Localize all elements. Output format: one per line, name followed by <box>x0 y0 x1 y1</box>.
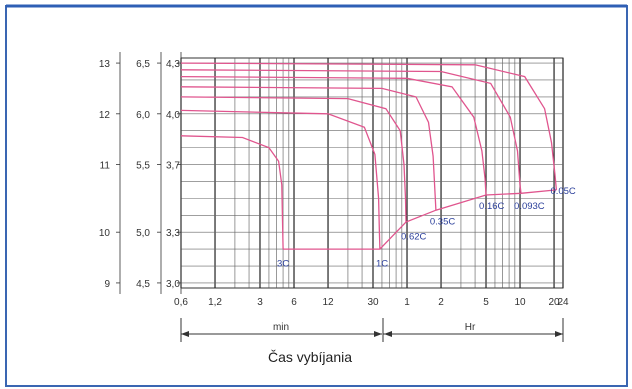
x-tick-label: 0,6 <box>174 297 188 308</box>
series-labels: 3C 1C 0.62C 0.35C 0.16C 0.093C 0.05C <box>277 186 576 270</box>
x-tick-label: 30 <box>367 297 379 308</box>
y-tick-label: 12 <box>99 110 111 121</box>
x-tick-label: 6 <box>291 297 297 308</box>
series-label: 1C <box>376 259 388 270</box>
y-tick-label: 11 <box>100 161 111 172</box>
min-arrow-left <box>181 331 189 337</box>
y-tick-label: 6,0 <box>136 110 150 121</box>
y-tick-label: 13 <box>99 59 111 70</box>
discharge-curve <box>180 109 381 250</box>
x-tick-label: 3 <box>257 297 263 308</box>
min-range-label: min <box>273 322 289 333</box>
y-tick-label: 4,3 <box>166 59 180 70</box>
x-tick-label: 24 <box>557 297 569 308</box>
hr-arrow-right <box>555 331 563 337</box>
series-label: 0.35C <box>430 216 455 227</box>
x-tick-label: 20 <box>548 297 560 308</box>
y-tick-label: 5,5 <box>136 161 150 172</box>
x-tick-label: 12 <box>322 297 334 308</box>
y-tick-label: 6,5 <box>136 59 150 70</box>
discharge-curve <box>180 62 558 190</box>
discharge-curve <box>180 69 522 194</box>
series-label: 0.05C <box>550 186 575 197</box>
x-tick-label: 1,2 <box>208 297 222 308</box>
chart-panel <box>5 5 628 387</box>
series-label: 0.62C <box>401 232 426 243</box>
y-tick-label: 3,0 <box>166 279 180 290</box>
hr-range-label: Hr <box>465 322 476 333</box>
x-tick-label: 1 <box>404 297 410 308</box>
x-tick-label: 5 <box>483 297 489 308</box>
y-tick-label: 10 <box>99 228 111 239</box>
x-tick-label: 10 <box>514 297 526 308</box>
series <box>180 62 558 250</box>
series-label: 0.16C <box>479 201 504 212</box>
discharge-curve <box>180 96 407 223</box>
discharge-curve <box>180 75 487 196</box>
time-range-brackets: min Hr <box>180 318 564 342</box>
discharge-curve <box>180 135 284 250</box>
x-tick-label: 2 <box>438 297 444 308</box>
y-tick-label: 4,0 <box>166 110 180 121</box>
series-label: 3C <box>277 259 289 270</box>
hr-arrow-left <box>384 331 392 337</box>
end-voltage-line <box>283 189 557 250</box>
y-tick-label: 9 <box>104 279 110 290</box>
x-axis-caption: Čas vybíjania <box>268 349 352 365</box>
min-arrow-right <box>374 331 382 337</box>
y-tick-label: 4,5 <box>136 279 150 290</box>
series-label: 0.093C <box>514 201 545 212</box>
y-tick-label: 3,3 <box>166 228 180 239</box>
y-tick-label: 5,0 <box>136 228 150 239</box>
y-tick-label: 3,7 <box>166 161 180 172</box>
axes: 0,6 1,2 3 6 12 30 1 2 5 10 20241312111096,56,05,55… <box>99 52 569 308</box>
discharge-curve <box>180 86 437 211</box>
